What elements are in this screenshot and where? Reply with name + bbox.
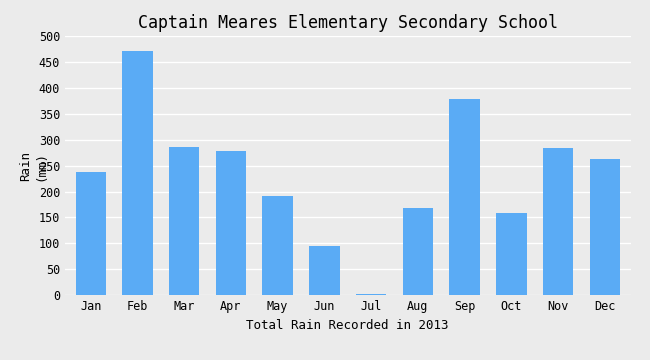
Bar <box>496 213 526 295</box>
Title: Captain Meares Elementary Secondary School: Captain Meares Elementary Secondary Scho… <box>138 14 558 32</box>
Bar <box>122 50 153 295</box>
Bar <box>356 294 386 295</box>
Y-axis label: Rain
(mm): Rain (mm) <box>20 150 47 181</box>
Bar <box>169 147 200 295</box>
Bar <box>590 159 620 295</box>
Bar <box>216 151 246 295</box>
Bar <box>543 148 573 295</box>
Bar <box>263 196 293 295</box>
Bar <box>402 208 433 295</box>
Bar <box>309 246 339 295</box>
Bar <box>75 172 106 295</box>
X-axis label: Total Rain Recorded in 2013: Total Rain Recorded in 2013 <box>246 319 449 332</box>
Bar <box>449 99 480 295</box>
